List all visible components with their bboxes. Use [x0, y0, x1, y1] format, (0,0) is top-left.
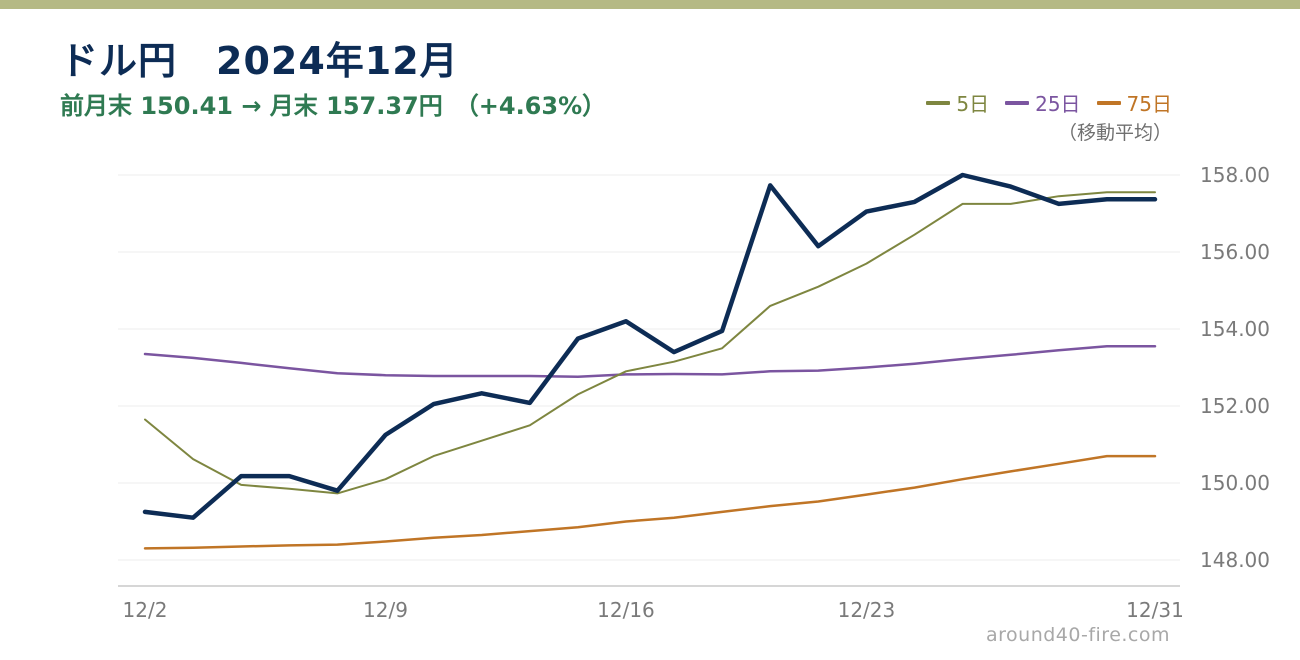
y-tick-label: 150.00: [1200, 471, 1270, 495]
x-tick-label: 12/9: [363, 598, 408, 622]
chart-legend: 5日 25日 75日: [926, 88, 1172, 117]
x-tick-label: 12/23: [838, 598, 896, 622]
series-line-3: [143, 454, 1157, 550]
y-tick-label: 148.00: [1200, 548, 1270, 572]
x-tick-label: 12/16: [597, 598, 655, 622]
legend-item-5d: 5日: [926, 88, 989, 117]
series-line-2: [143, 345, 1157, 378]
legend-label-75d: 75日: [1126, 92, 1172, 116]
legend-swatch-25d: [1005, 100, 1030, 105]
source-credit: around40-fire.com: [986, 624, 1171, 646]
page-subtitle: 前月末 150.41 → 月末 157.37円 （+4.63%）: [60, 92, 607, 120]
legend-label-25d: 25日: [1035, 92, 1081, 116]
y-tick-label: 152.00: [1200, 394, 1270, 418]
y-tick-label: 156.00: [1200, 240, 1270, 264]
series-line-0: [142, 172, 1158, 520]
legend-swatch-75d: [1096, 100, 1121, 105]
x-tick-label: 12/31: [1126, 598, 1184, 622]
page-title: ドル円 2024年12月: [60, 39, 459, 83]
series-line-1: [144, 191, 1156, 495]
legend-label-5d: 5日: [956, 92, 990, 116]
y-tick-label: 154.00: [1200, 317, 1270, 341]
legend-item-75d: 75日: [1096, 88, 1172, 117]
top-accent-bar: [0, 0, 1300, 9]
y-tick-label: 158.00: [1200, 163, 1270, 187]
x-tick-label: 12/2: [123, 598, 168, 622]
legend-note: （移動平均）: [1057, 122, 1172, 144]
legend-swatch-5d: [926, 100, 951, 105]
legend-item-25d: 25日: [1005, 88, 1081, 117]
